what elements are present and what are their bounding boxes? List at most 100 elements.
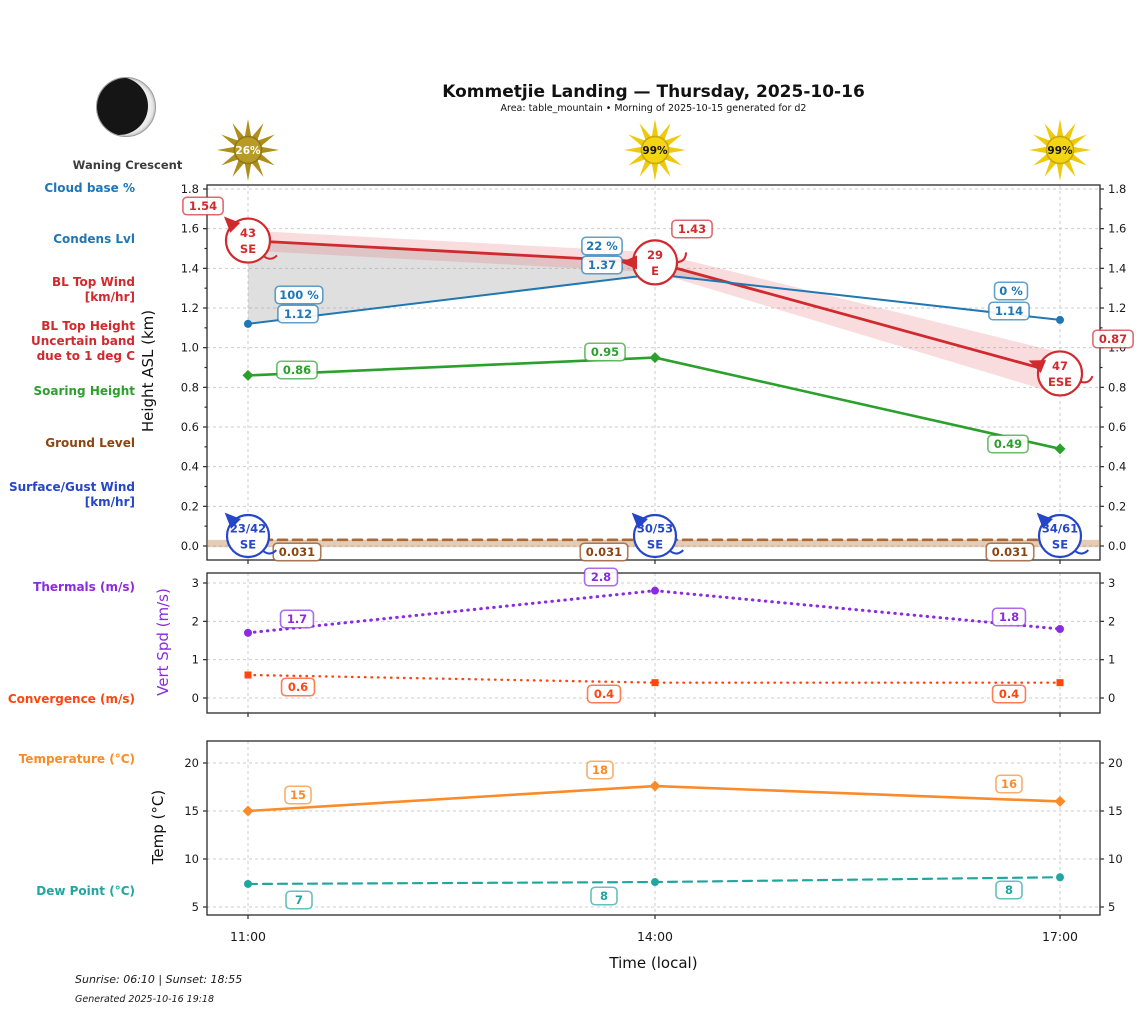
- svg-text:1.37: 1.37: [588, 258, 616, 272]
- svg-text:8: 8: [600, 889, 608, 903]
- bl-top-wind-indicator: 47 ESE: [1028, 350, 1094, 397]
- svg-text:5: 5: [1108, 900, 1115, 914]
- svg-text:0.031: 0.031: [279, 545, 315, 559]
- svg-text:ESE: ESE: [1048, 375, 1072, 389]
- label-dew-point: Dew Point (°C): [36, 884, 135, 898]
- svg-text:1.4: 1.4: [1108, 261, 1126, 275]
- soaring-value-label: 0.95: [584, 342, 626, 362]
- svg-text:2.8: 2.8: [591, 570, 611, 584]
- svg-text:0.8: 0.8: [181, 380, 199, 394]
- svg-text:1.4: 1.4: [181, 261, 199, 275]
- svg-text:SE: SE: [1052, 538, 1068, 552]
- svg-text:29: 29: [647, 248, 663, 262]
- convergence-marker: [651, 679, 659, 687]
- axis-label-time: Time (local): [609, 954, 698, 972]
- temperature-marker: [649, 780, 661, 792]
- condens-value-label: 0.87: [1092, 329, 1134, 349]
- x-tick-label: 17:00: [1042, 929, 1078, 944]
- svg-text:1.14: 1.14: [995, 304, 1023, 318]
- svg-text:22 %: 22 %: [586, 239, 618, 253]
- svg-text:0.86: 0.86: [283, 363, 311, 377]
- convergence-value-label: 0.4: [586, 684, 622, 704]
- svg-text:0.4: 0.4: [181, 460, 199, 474]
- svg-text:1.8: 1.8: [1108, 182, 1126, 196]
- svg-text:1.12: 1.12: [284, 307, 312, 321]
- svg-text:1.6: 1.6: [1108, 222, 1126, 236]
- label-bl-top-wind: BL Top Wind: [51, 275, 135, 289]
- thermals-value-label: 1.7: [279, 609, 315, 629]
- temperature-marker: [242, 805, 254, 817]
- svg-text:1.0: 1.0: [181, 341, 199, 355]
- condens-value-label: 1.54: [182, 196, 224, 216]
- svg-text:15: 15: [184, 804, 199, 818]
- sunshine-icon: 26%: [217, 119, 279, 181]
- page-title: Kommetjie Landing — Thursday, 2025-10-16: [442, 82, 865, 102]
- svg-text:8: 8: [1005, 883, 1013, 897]
- svg-text:0.0: 0.0: [181, 539, 199, 553]
- svg-text:0.8: 0.8: [1108, 380, 1126, 394]
- moon-phase-label: Waning Crescent: [72, 158, 183, 172]
- svg-text:0.4: 0.4: [999, 687, 1019, 701]
- temperature-value-label: 18: [586, 760, 614, 780]
- svg-text:E: E: [651, 264, 659, 278]
- svg-text:0: 0: [192, 691, 199, 705]
- convergence-marker: [244, 671, 252, 679]
- svg-text:5: 5: [192, 900, 199, 914]
- label-cloud-base: Cloud base %: [44, 181, 135, 195]
- cloud-base-pct-label: 0 %: [993, 281, 1029, 301]
- generated-footer: Generated 2025-10-16 19:18: [75, 994, 215, 1005]
- svg-text:2: 2: [192, 614, 199, 628]
- dew-point-marker: [244, 879, 252, 888]
- svg-text:0.031: 0.031: [586, 545, 622, 559]
- surface-wind-indicator: 23/42 SE: [224, 512, 277, 559]
- convergence-marker: [1056, 679, 1064, 687]
- soaring-height-marker: [649, 352, 661, 364]
- temperature-marker: [1054, 795, 1066, 807]
- svg-text:1: 1: [192, 653, 199, 667]
- label-bl-top-height-2: Uncertain band: [31, 334, 135, 348]
- label-soaring-height: Soaring Height: [33, 384, 136, 398]
- svg-text:0: 0: [1108, 691, 1115, 705]
- convergence-value-label: 0.4: [991, 684, 1027, 704]
- svg-text:7: 7: [295, 893, 303, 907]
- bl-top-marker: [1056, 315, 1064, 324]
- svg-text:0.2: 0.2: [1108, 499, 1126, 513]
- svg-text:43: 43: [240, 226, 256, 240]
- thermals-value-label: 1.8: [991, 607, 1027, 627]
- svg-text:23/42: 23/42: [230, 522, 266, 536]
- svg-text:0.2: 0.2: [181, 499, 199, 513]
- svg-text:18: 18: [592, 763, 608, 777]
- ground-value-label: 0.031: [579, 542, 629, 562]
- convergence-value-label: 0.6: [280, 677, 316, 697]
- soaring-value-label: 0.86: [276, 360, 318, 380]
- svg-text:10: 10: [184, 852, 199, 866]
- svg-text:99%: 99%: [642, 145, 668, 157]
- bl-top-value-label: 1.12: [277, 304, 319, 324]
- bl-top-wind-indicator: 43 SE: [223, 216, 278, 264]
- condens-value-label: 1.43: [671, 219, 713, 239]
- temp-chart-frame: 5 5 10 10 15 15 20 20: [184, 740, 1123, 919]
- svg-text:1: 1: [1108, 653, 1115, 667]
- svg-text:1.6: 1.6: [181, 222, 199, 236]
- label-bl-top-wind-unit: [km/hr]: [84, 290, 135, 304]
- soaring-height-marker: [1054, 443, 1066, 455]
- label-bl-top-height-1: BL Top Height: [41, 319, 135, 333]
- dew-point-value-label: 8: [995, 880, 1023, 900]
- surface-wind-indicator: 34/61 SE: [1036, 512, 1089, 559]
- label-convergence: Convergence (m/s): [7, 692, 135, 706]
- label-temperature: Temperature (°C): [18, 752, 135, 766]
- svg-text:100 %: 100 %: [279, 288, 319, 302]
- svg-text:0.4: 0.4: [594, 687, 614, 701]
- dew-point-marker: [651, 878, 659, 887]
- label-surface-wind-unit: [km/hr]: [84, 495, 135, 509]
- svg-text:30/53: 30/53: [637, 522, 673, 536]
- svg-text:47: 47: [1052, 359, 1068, 373]
- svg-text:0.031: 0.031: [992, 545, 1028, 559]
- label-condens-lvl: Condens Lvl: [53, 232, 135, 246]
- svg-text:1.7: 1.7: [287, 612, 307, 626]
- bl-top-wind-indicator: 29 E: [621, 239, 687, 286]
- svg-text:10: 10: [1108, 852, 1123, 866]
- temperature-value-label: 16: [995, 774, 1023, 794]
